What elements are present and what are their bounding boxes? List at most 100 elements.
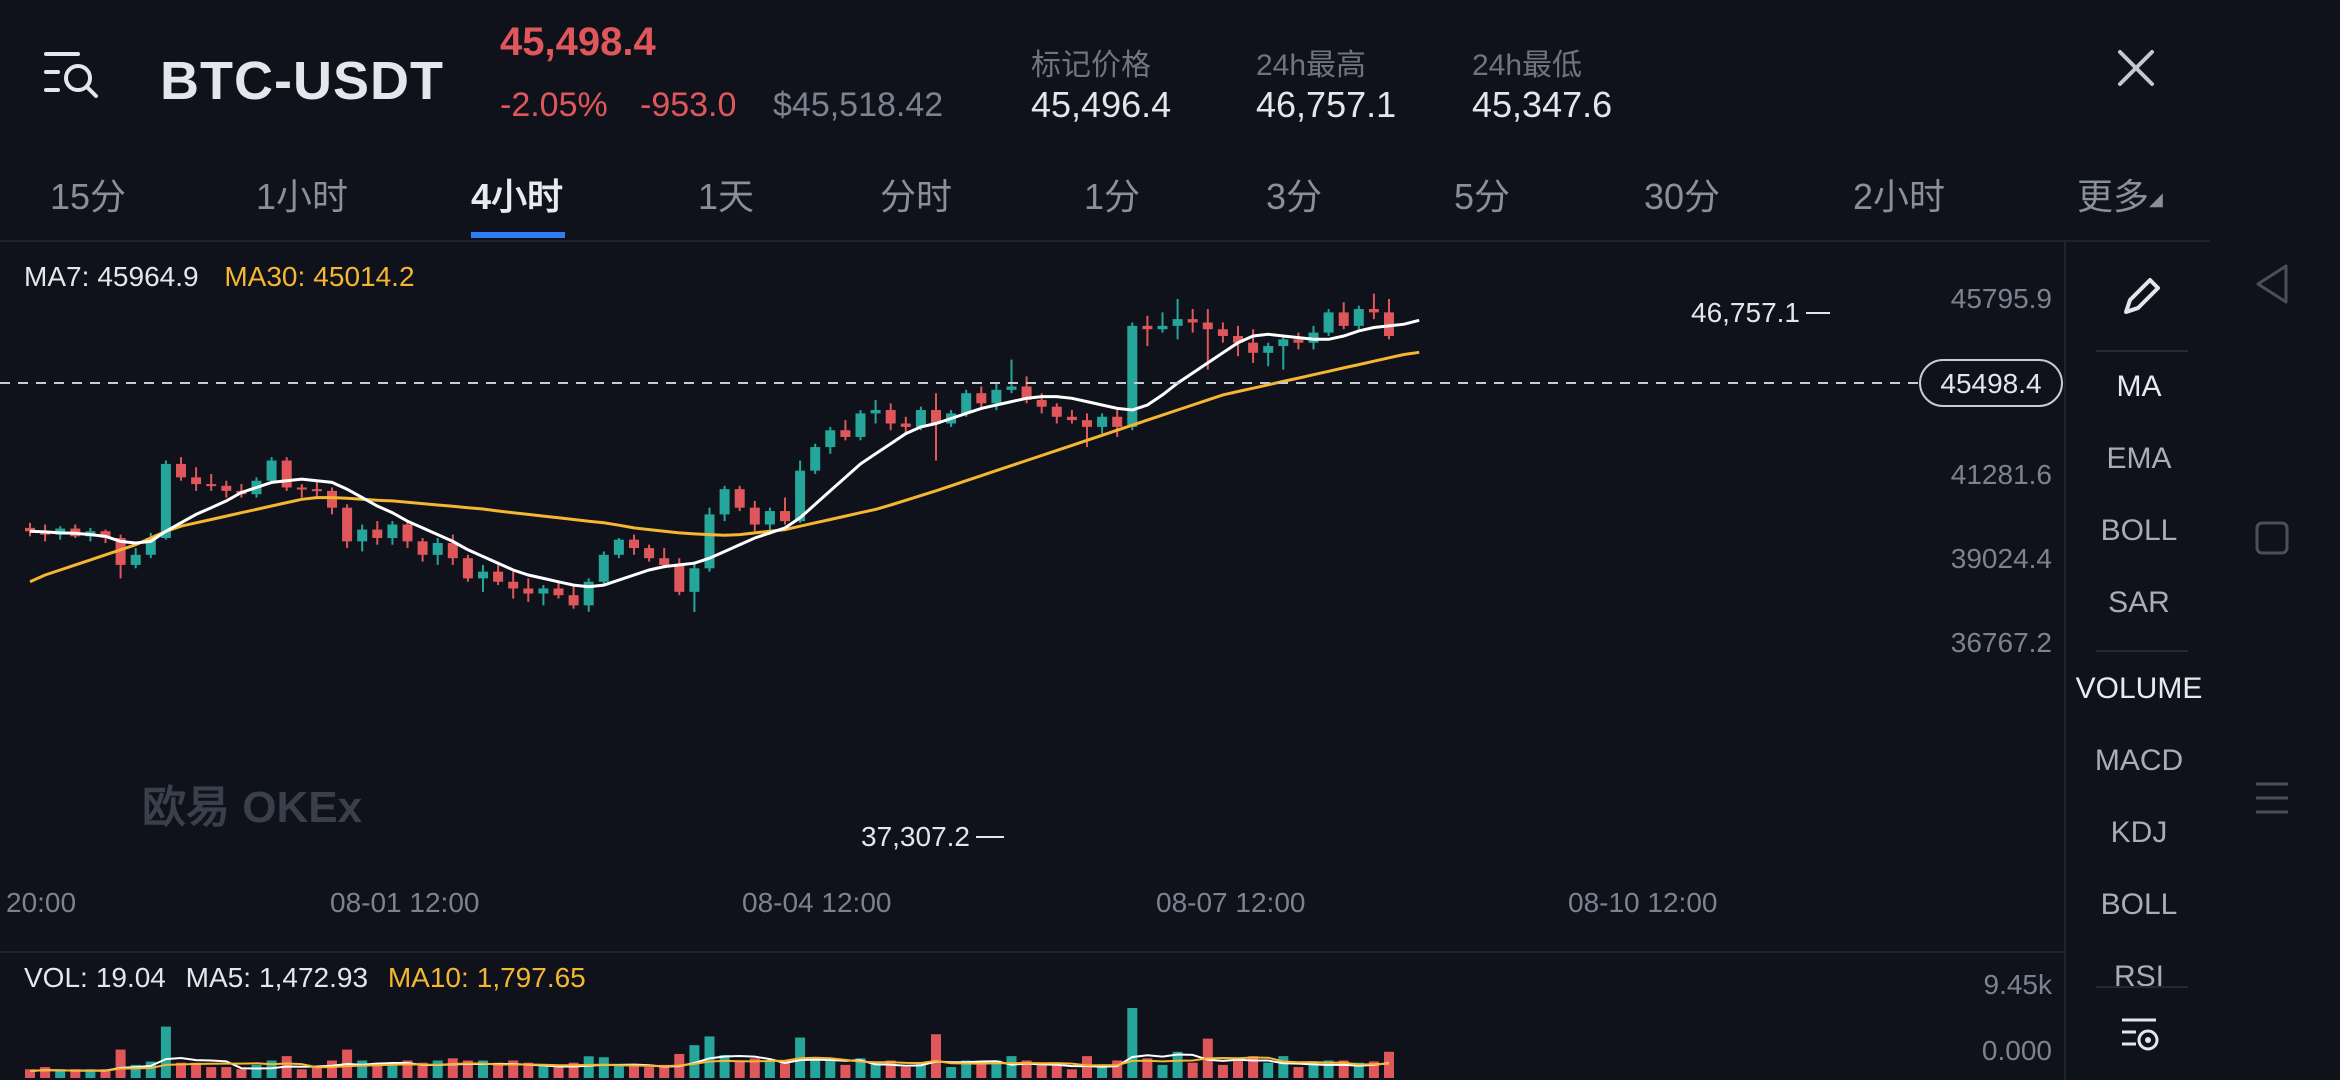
candle-body <box>100 531 111 538</box>
close-icon[interactable] <box>2116 48 2156 88</box>
indicator-boll-sub[interactable]: BOLL <box>2100 888 2178 921</box>
toolbar-separator <box>2096 350 2188 352</box>
indicator-ema[interactable]: EMA <box>2106 442 2172 475</box>
candle-body <box>915 410 926 427</box>
volume-bar <box>40 1067 51 1078</box>
volume-bar <box>583 1056 594 1078</box>
candle-body <box>1248 342 1259 353</box>
candle-body <box>160 463 171 538</box>
time-axis-tick: 08-10 12:00 <box>1568 887 1717 918</box>
volume-bar <box>1338 1060 1349 1078</box>
candle-body <box>1202 322 1213 330</box>
ma5-legend-value: 1,472.93 <box>259 962 368 993</box>
candle-body <box>613 539 624 555</box>
pencil-icon[interactable] <box>2066 272 2212 318</box>
candle-body <box>1157 325 1168 330</box>
volume-bar <box>130 1064 141 1078</box>
volume-bar <box>221 1067 232 1078</box>
candle-body <box>1217 329 1228 336</box>
volume-bar <box>372 1062 383 1078</box>
ma30-line <box>29 350 1420 584</box>
indicator-toolbar: MA EMA BOLL SAR VOLUME MACD KDJ BOLL RSI <box>2064 242 2212 1080</box>
volume-bar <box>357 1060 368 1078</box>
volume-bar <box>1036 1064 1047 1078</box>
volume-bar <box>749 1058 760 1078</box>
candle-body <box>115 537 126 565</box>
volume-bar <box>85 1069 96 1078</box>
indicator-rsi[interactable]: RSI <box>2113 960 2164 986</box>
tab-timeshare[interactable]: 分时 <box>880 176 953 217</box>
volume-bar <box>1127 1008 1138 1078</box>
volume-bar <box>1157 1064 1168 1078</box>
candle-body <box>931 410 941 424</box>
volume-bar <box>1066 1069 1077 1078</box>
indicator-kdj[interactable]: KDJ <box>2110 816 2168 849</box>
indicator-macd[interactable]: MACD <box>2094 744 2184 777</box>
mark-price-label: 标记价格 <box>1031 49 1151 82</box>
volume-bar <box>915 1062 926 1078</box>
recents-icon[interactable] <box>2254 780 2290 816</box>
candle-body <box>266 460 277 481</box>
indicator-boll[interactable]: BOLL <box>2100 514 2178 547</box>
indicator-ma[interactable]: MA <box>2116 370 2162 403</box>
change-amount: -953.0 <box>640 86 737 124</box>
candle-body <box>689 568 700 592</box>
tab-1h[interactable]: 1小时 <box>256 176 349 217</box>
candle-body <box>1263 346 1274 353</box>
candle-body <box>674 564 685 592</box>
volume-bar <box>55 1069 66 1078</box>
volume-bar <box>1097 1064 1108 1078</box>
candle-body <box>402 524 413 542</box>
volume-bar <box>296 1069 307 1078</box>
volume-bar <box>1248 1056 1259 1078</box>
tab-3m[interactable]: 3分 <box>1266 176 1323 217</box>
volume-bar <box>266 1060 277 1078</box>
volume-bar <box>870 1062 881 1078</box>
time-axis-tick: 08-01 12:00 <box>330 887 479 918</box>
candle-body <box>961 393 972 414</box>
candle-body <box>130 554 141 565</box>
ma10-legend-label: MA10: <box>388 962 469 993</box>
volume-bar <box>417 1062 428 1078</box>
tab-15m[interactable]: 15分 <box>50 176 127 217</box>
back-icon[interactable] <box>2252 262 2292 306</box>
volume-bar <box>1278 1056 1289 1078</box>
kline-chart[interactable]: 欧易 OKEx MA7: 45964.9 MA30: 45014.2 45795.9… <box>0 242 2064 1080</box>
menu-search-icon[interactable] <box>44 48 100 100</box>
volume-bar <box>1217 1064 1228 1078</box>
candle-body <box>296 487 307 490</box>
candle-body <box>523 588 534 594</box>
candle-body <box>1066 416 1077 421</box>
home-icon[interactable] <box>2254 520 2290 556</box>
tab-4h[interactable]: 4小时 <box>471 176 564 217</box>
tab-30m[interactable]: 30分 <box>1644 176 1721 217</box>
volume-bar <box>25 1069 35 1078</box>
candle-body <box>780 511 790 522</box>
volume-bar <box>160 1026 171 1078</box>
volume-bar <box>568 1062 579 1078</box>
toolbar-separator <box>2096 986 2188 988</box>
indicator-settings-icon[interactable] <box>2066 1014 2212 1054</box>
low-marker-label: 37,307.2 <box>861 821 970 852</box>
vol-legend-value: 19.04 <box>96 962 166 993</box>
high-24h-label: 24h最高 <box>1256 49 1367 82</box>
candle-body <box>1097 416 1108 427</box>
ma7-legend-label: MA7: <box>24 261 89 292</box>
indicator-sar[interactable]: SAR <box>2108 586 2170 619</box>
volume-bar <box>327 1060 337 1078</box>
tab-5m[interactable]: 5分 <box>1454 176 1511 217</box>
candle-body <box>704 514 715 569</box>
tab-more[interactable]: 更多◢ <box>2077 168 2163 220</box>
indicator-volume[interactable]: VOLUME <box>2075 672 2203 705</box>
tab-1m[interactable]: 1分 <box>1084 176 1141 217</box>
current-price-tag <box>1919 359 2063 407</box>
volume-bar <box>659 1064 670 1078</box>
volume-bar <box>1051 1064 1062 1078</box>
tab-2h[interactable]: 2小时 <box>1853 176 1946 217</box>
candle-body <box>734 489 745 508</box>
volume-bar <box>1172 1051 1183 1078</box>
pair-title[interactable]: BTC-USDT <box>160 51 444 111</box>
volume-bar <box>689 1045 700 1078</box>
tab-1d[interactable]: 1天 <box>698 176 755 217</box>
candle-body <box>372 529 383 538</box>
